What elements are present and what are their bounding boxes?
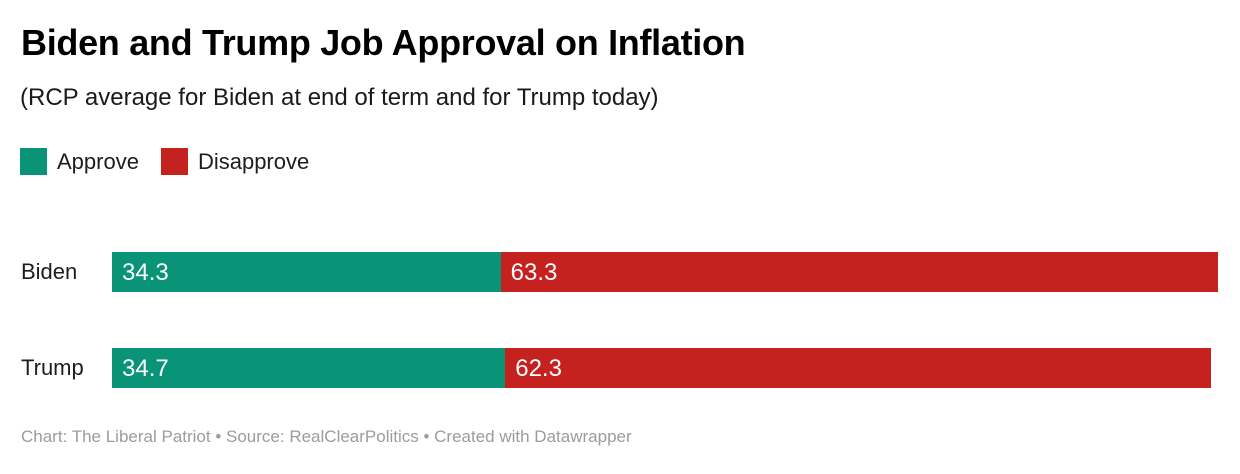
category-label-trump: Trump bbox=[21, 355, 84, 380]
category-label-biden: Biden bbox=[21, 259, 78, 284]
value-label-approve-trump: 34.7 bbox=[122, 355, 169, 382]
legend-item-approve: Approve bbox=[20, 148, 139, 175]
chart-footer: Chart: The Liberal Patriot • Source: Rea… bbox=[21, 427, 632, 446]
stacked-bar-trump: 34.7 62.3 bbox=[112, 348, 1212, 388]
legend-item-disapprove: Disapprove bbox=[160, 148, 310, 175]
bar-segment-approve-biden: 34.3 bbox=[112, 252, 501, 292]
bar-segment-disapprove-trump: 62.3 bbox=[505, 348, 1212, 388]
disapprove-swatch-icon bbox=[160, 148, 188, 175]
chart-subtitle: (RCP average for Biden at end of term an… bbox=[20, 84, 659, 111]
chart-title: Biden and Trump Job Approval on Inflatio… bbox=[21, 22, 746, 63]
legend-label-approve: Approve bbox=[57, 149, 139, 174]
bar-row-biden: Biden 34.3 63.3 bbox=[0, 252, 1240, 292]
stacked-bar-biden: 34.3 63.3 bbox=[112, 252, 1218, 292]
value-label-disapprove-trump: 62.3 bbox=[515, 355, 562, 382]
legend-label-disapprove: Disapprove bbox=[197, 149, 310, 174]
value-label-approve-biden: 34.3 bbox=[122, 259, 169, 286]
legend: Approve Disapprove bbox=[20, 148, 309, 175]
bar-row-trump: Trump 34.7 62.3 bbox=[0, 348, 1240, 388]
bar-segment-disapprove-biden: 63.3 bbox=[500, 252, 1218, 292]
bar-segment-approve-trump: 34.7 bbox=[112, 348, 506, 388]
value-label-disapprove-biden: 63.3 bbox=[510, 259, 558, 286]
approve-swatch-icon bbox=[20, 148, 47, 175]
